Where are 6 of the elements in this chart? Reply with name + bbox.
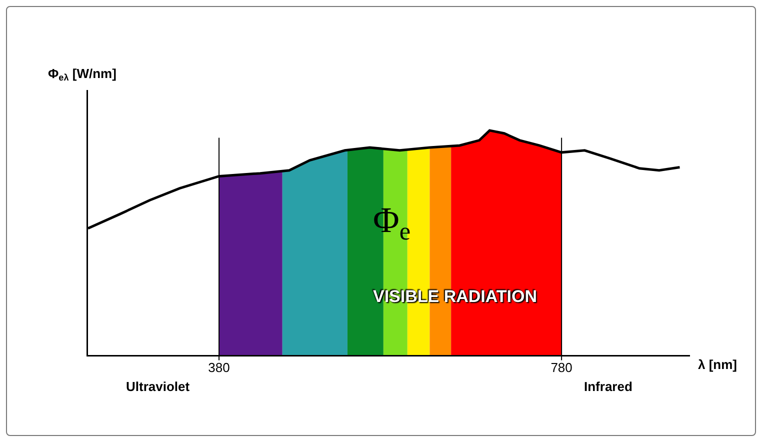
x-tick-label: 380 bbox=[208, 360, 230, 376]
y-axis-title: Φ$_{eλ}$ [W/nm] bbox=[48, 66, 116, 83]
text: Ultraviolet bbox=[126, 379, 190, 394]
text: Infrared bbox=[584, 379, 632, 394]
x-tick-label: 780 bbox=[550, 360, 572, 376]
x-axis-title: λ [nm] bbox=[698, 357, 737, 372]
